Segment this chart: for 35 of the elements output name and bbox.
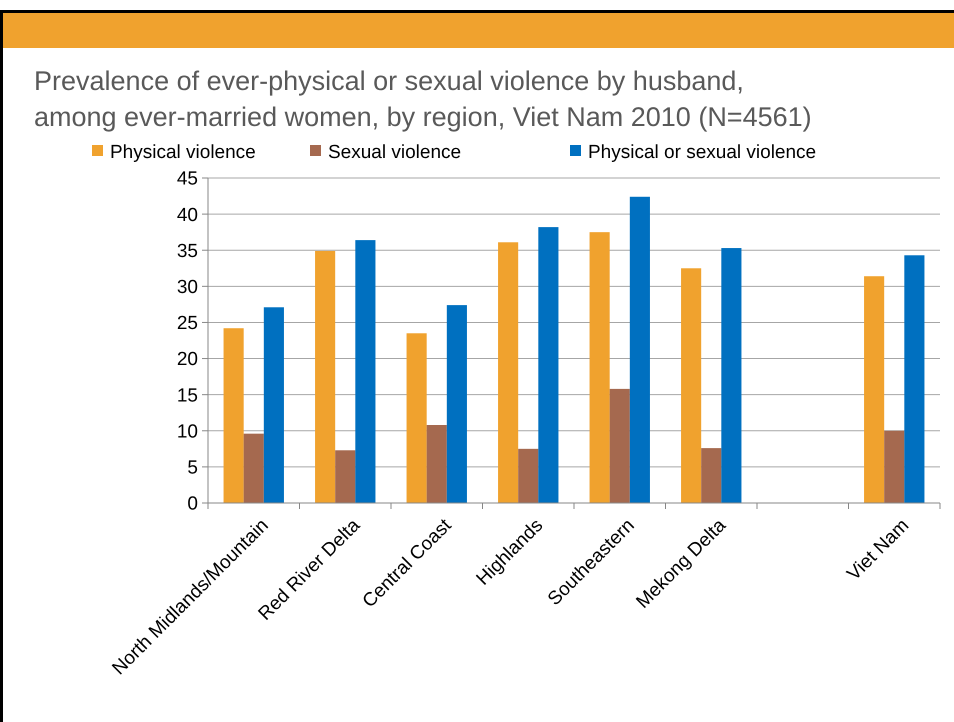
y-tick-label: 40 <box>176 204 198 226</box>
y-tick-label: 15 <box>176 385 198 406</box>
y-tick-label: 35 <box>176 240 198 262</box>
bar <box>406 333 427 503</box>
bar <box>498 242 518 503</box>
bar <box>244 434 264 503</box>
bar <box>884 430 904 503</box>
y-tick-label: 5 <box>187 458 198 479</box>
legend-label: Physical violence <box>110 142 256 163</box>
y-tick-label: 0 <box>187 494 198 515</box>
y-tick-label: 25 <box>176 313 198 334</box>
bar <box>864 276 884 503</box>
y-tick-label: 20 <box>176 349 198 370</box>
bar <box>701 448 722 503</box>
bar <box>518 448 538 503</box>
y-tick-label: 30 <box>176 276 198 298</box>
bar <box>904 255 924 503</box>
legend-label: Sexual violence <box>328 142 462 163</box>
bar <box>610 388 630 503</box>
bar <box>721 248 742 503</box>
bar <box>446 305 467 503</box>
bar <box>538 227 558 503</box>
bar <box>224 328 244 503</box>
bar <box>426 425 447 503</box>
bar <box>315 250 336 503</box>
bar <box>681 268 702 503</box>
y-tick-label: 10 <box>176 421 198 442</box>
bar <box>264 307 284 503</box>
y-tick-label: 45 <box>176 168 198 190</box>
chart-title: Prevalence of ever-physical or sexual violence by husband, among ever-married women, by region, Viet Nam 2010 (N=4561) <box>34 66 812 132</box>
legend-label: Physical or sexual violence <box>588 142 816 163</box>
bar <box>630 196 650 503</box>
bar <box>355 240 376 503</box>
bar <box>335 450 356 503</box>
bar <box>590 232 610 503</box>
